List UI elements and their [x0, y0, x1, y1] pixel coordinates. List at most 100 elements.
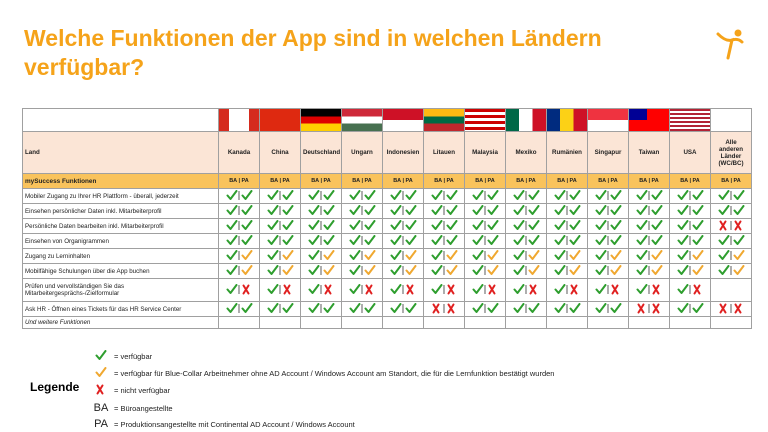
status-pair: [472, 283, 496, 294]
feature-label: Mobilfähige Schulungen über die App buch…: [22, 263, 219, 279]
check-icon: [554, 189, 566, 200]
flag: [506, 109, 546, 131]
status-cell: [546, 248, 588, 264]
flag: [424, 109, 464, 131]
cell: [300, 108, 342, 132]
check-icon: [226, 189, 238, 200]
check-icon: [241, 219, 253, 230]
check-icon: [636, 189, 648, 200]
status-pair: [431, 234, 458, 245]
status-pair: [513, 264, 540, 275]
status-cell: [546, 233, 588, 249]
check-icon: [513, 302, 525, 313]
check-icon: [282, 234, 294, 245]
status-pair: [267, 204, 294, 215]
check-icon-bc: [364, 264, 376, 275]
legend-abbr: BA: [93, 402, 109, 414]
check-icon: [241, 302, 253, 313]
status-pair: [718, 204, 745, 215]
check-icon: [282, 302, 294, 313]
cross-icon: [283, 284, 291, 294]
status-cell: [218, 203, 260, 219]
cell: [464, 108, 506, 132]
status-pair: [718, 234, 745, 245]
status-cell: [587, 278, 629, 302]
subheader-label: BA | PA: [464, 173, 506, 189]
status-pair: [390, 264, 417, 275]
status-cell: [505, 278, 547, 302]
check-icon: [692, 204, 704, 215]
status-cell: [669, 278, 711, 302]
check-icon: [677, 204, 689, 215]
check-icon: [323, 219, 335, 230]
legend-text: = Büroangestellte: [114, 403, 173, 413]
check-icon: [405, 189, 417, 200]
status-cell: [710, 278, 752, 302]
status-pair: [308, 219, 335, 230]
check-icon-bc: [95, 367, 107, 377]
status-cell: [218, 278, 260, 302]
check-icon-bc: [651, 249, 663, 260]
check-icon: [472, 234, 484, 245]
legend-symbol: PA: [88, 418, 114, 430]
status-cell: [259, 248, 301, 264]
status-cell: [382, 233, 424, 249]
status-cell: [382, 218, 424, 234]
status-cell: [505, 188, 547, 204]
check-icon: [513, 219, 525, 230]
status-pair: [349, 204, 376, 215]
check-icon: [554, 283, 566, 294]
check-icon: [554, 204, 566, 215]
status-cell: [300, 233, 342, 249]
check-icon: [554, 219, 566, 230]
status-cell: [710, 188, 752, 204]
legend-item: = nicht verfügbar: [88, 382, 170, 398]
status-cell: [382, 316, 424, 329]
legend-icon: [95, 350, 107, 360]
check-icon: [267, 302, 279, 313]
cell: [710, 108, 752, 132]
check-icon: [431, 189, 443, 200]
status-pair: [513, 204, 540, 215]
check-icon: [677, 219, 689, 230]
check-icon-bc: [241, 264, 253, 275]
status-cell: [464, 316, 506, 329]
check-icon: [528, 302, 540, 313]
status-pair: [636, 189, 663, 200]
check-icon: [349, 264, 361, 275]
status-cell: [300, 248, 342, 264]
check-icon-bc: [405, 249, 417, 260]
cell: [628, 108, 670, 132]
cell: [546, 108, 588, 132]
status-cell: [669, 301, 711, 317]
status-cell: [423, 218, 465, 234]
check-icon: [308, 204, 320, 215]
flag: [260, 109, 300, 131]
check-icon: [636, 264, 648, 275]
cross-icon: [447, 284, 455, 294]
check-icon: [226, 283, 238, 294]
check-icon-bc: [487, 264, 499, 275]
legend-item: = verfügbar: [88, 348, 152, 364]
status-pair: [513, 219, 540, 230]
check-icon: [487, 219, 499, 230]
flag: [465, 109, 505, 131]
status-cell: [628, 233, 670, 249]
status-cell: [587, 263, 629, 279]
check-icon: [513, 283, 525, 294]
column-header: Malaysia: [464, 131, 506, 174]
status-cell: [300, 316, 342, 329]
check-icon: [431, 283, 443, 294]
legend-text: = nicht verfügbar: [114, 385, 171, 395]
status-pair: [472, 189, 499, 200]
cross-icon: [96, 384, 104, 395]
check-icon: [405, 234, 417, 245]
check-icon: [349, 283, 361, 294]
status-pair: [431, 189, 458, 200]
status-cell: [546, 316, 588, 329]
check-icon: [241, 234, 253, 245]
check-icon-bc: [610, 249, 622, 260]
status-pair: [595, 264, 622, 275]
column-header: USA: [669, 131, 711, 174]
check-icon: [323, 302, 335, 313]
